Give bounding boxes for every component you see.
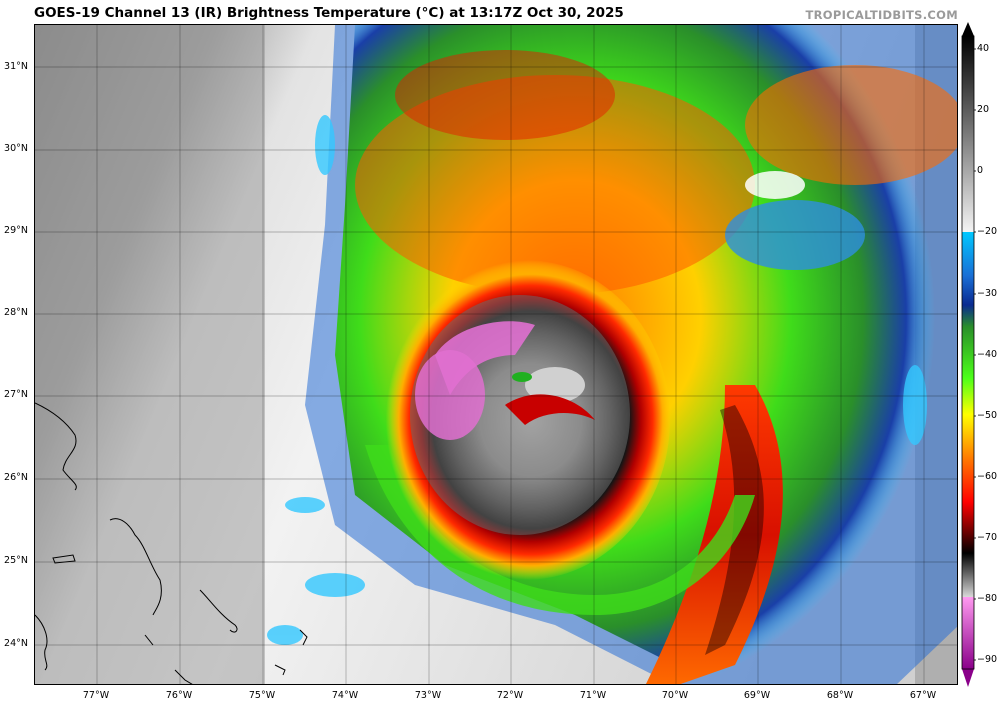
lon-label-76: 76°W [165,690,193,701]
colorbar [961,22,976,687]
lat-label-26: 26°N [4,472,28,483]
colorbar-tick-minus20: −20 [977,226,998,237]
colorbar-tick-minus90: −90 [977,654,998,665]
lon-label-74: 74°W [331,690,359,701]
map-title: GOES-19 Channel 13 (IR) Brightness Tempe… [34,5,624,21]
colorbar-tick-minus80: −80 [977,593,998,604]
graticule [35,25,957,684]
lon-label-67: 67°W [909,690,937,701]
colorbar-tick-40: 40 [977,43,990,54]
colorbar-tick-20: 20 [977,104,990,115]
coastlines [35,402,308,684]
satellite-map[interactable] [34,24,958,685]
lon-label-68: 68°W [826,690,854,701]
colorbar-tick-0: 0 [977,165,984,176]
lon-label-72: 72°W [496,690,524,701]
colorbar-tick-minus60: −60 [977,471,998,482]
lon-label-70: 70°W [661,690,689,701]
lon-label-73: 73°W [414,690,442,701]
ir-imagery [35,25,957,684]
lat-label-30: 30°N [4,143,28,154]
lat-label-24: 24°N [4,638,28,649]
lon-label-69: 69°W [743,690,771,701]
lat-label-25: 25°N [4,555,28,566]
colorbar-tick-minus30: −30 [977,288,998,299]
lat-label-29: 29°N [4,225,28,236]
lat-label-27: 27°N [4,389,28,400]
lat-label-31: 31°N [4,61,28,72]
colorbar-tick-minus70: −70 [977,532,998,543]
lon-label-77: 77°W [82,690,110,701]
lon-label-75: 75°W [248,690,276,701]
colorbar-tick-minus40: −40 [977,349,998,360]
credit-label: TROPICALTIDBITS.COM [805,8,958,22]
lat-label-28: 28°N [4,307,28,318]
lon-label-71: 71°W [579,690,607,701]
colorbar-tick-minus50: −50 [977,410,998,421]
